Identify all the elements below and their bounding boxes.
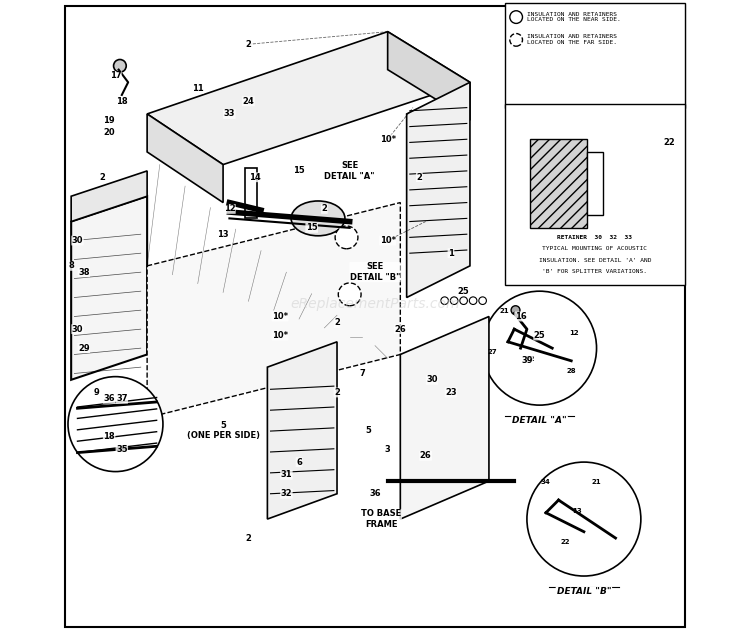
Text: 2: 2 xyxy=(334,318,340,327)
Text: 2: 2 xyxy=(245,40,251,49)
Polygon shape xyxy=(147,114,223,203)
Text: 21: 21 xyxy=(592,479,602,486)
Text: 24: 24 xyxy=(242,97,254,106)
Text: 18: 18 xyxy=(104,432,115,441)
Text: 27: 27 xyxy=(488,349,497,356)
Text: 22: 22 xyxy=(560,539,570,546)
Circle shape xyxy=(470,297,477,304)
Text: 8: 8 xyxy=(68,261,74,270)
Text: 12: 12 xyxy=(569,330,579,337)
Polygon shape xyxy=(71,171,147,222)
Text: 2: 2 xyxy=(334,388,340,397)
Text: 2: 2 xyxy=(416,173,422,182)
Text: 14: 14 xyxy=(249,173,260,182)
Ellipse shape xyxy=(291,201,345,236)
Text: 3: 3 xyxy=(385,445,391,454)
Text: INSULATION. SEE DETAIL 'A' AND: INSULATION. SEE DETAIL 'A' AND xyxy=(538,258,651,263)
Text: 29: 29 xyxy=(78,344,90,353)
Circle shape xyxy=(460,297,467,304)
FancyBboxPatch shape xyxy=(505,3,686,108)
Text: 21: 21 xyxy=(500,308,509,315)
Text: 10*: 10* xyxy=(380,236,396,245)
Circle shape xyxy=(527,462,640,576)
Text: 13: 13 xyxy=(217,230,229,239)
Circle shape xyxy=(335,226,358,249)
Text: 26: 26 xyxy=(420,451,431,460)
Circle shape xyxy=(113,60,126,72)
Circle shape xyxy=(68,377,163,472)
Text: 30: 30 xyxy=(426,375,438,384)
Text: DETAIL "B": DETAIL "B" xyxy=(556,587,611,596)
Text: 10*: 10* xyxy=(380,135,396,144)
Text: 25: 25 xyxy=(534,331,545,340)
Text: 37: 37 xyxy=(116,394,128,403)
Text: INSULATION AND RETAINERS
LOCATED ON THE NEAR SIDE.: INSULATION AND RETAINERS LOCATED ON THE … xyxy=(527,11,621,23)
Circle shape xyxy=(450,297,458,304)
Text: SEE
DETAIL "B": SEE DETAIL "B" xyxy=(350,263,400,282)
Polygon shape xyxy=(268,342,337,519)
Text: 10*: 10* xyxy=(272,331,288,340)
Polygon shape xyxy=(147,203,400,418)
Text: 11: 11 xyxy=(192,84,204,93)
Polygon shape xyxy=(71,196,147,380)
Bar xyxy=(245,168,256,218)
Polygon shape xyxy=(406,82,470,298)
Text: 30: 30 xyxy=(72,325,83,334)
Text: SEE
DETAIL "A": SEE DETAIL "A" xyxy=(325,161,375,180)
Text: 5: 5 xyxy=(366,426,371,435)
Polygon shape xyxy=(388,32,470,120)
Bar xyxy=(530,139,587,228)
Text: 1: 1 xyxy=(448,249,454,258)
Circle shape xyxy=(482,291,596,405)
Text: 12: 12 xyxy=(224,204,236,213)
Text: 'B' FOR SPLITTER VARIATIONS.: 'B' FOR SPLITTER VARIATIONS. xyxy=(542,269,647,274)
Text: 15: 15 xyxy=(293,166,305,175)
Text: 39: 39 xyxy=(521,356,532,365)
Text: 26: 26 xyxy=(394,325,406,334)
Text: 10*: 10* xyxy=(272,312,288,321)
Text: RETAINER  30  32  33: RETAINER 30 32 33 xyxy=(557,235,632,240)
Circle shape xyxy=(441,297,448,304)
Text: 15: 15 xyxy=(306,223,317,232)
Text: 18: 18 xyxy=(116,97,128,106)
Circle shape xyxy=(478,297,487,304)
Text: 20: 20 xyxy=(104,128,115,137)
Text: 30: 30 xyxy=(72,236,83,245)
Circle shape xyxy=(338,283,361,306)
Text: TYPICAL MOUNTING OF ACOUSTIC: TYPICAL MOUNTING OF ACOUSTIC xyxy=(542,246,647,251)
Text: 23: 23 xyxy=(446,388,457,397)
FancyBboxPatch shape xyxy=(505,104,686,285)
Text: 31: 31 xyxy=(280,470,292,479)
Circle shape xyxy=(511,306,520,315)
Text: 35: 35 xyxy=(116,445,128,454)
Text: 2: 2 xyxy=(322,204,327,213)
Text: INSULATION AND RETAINERS
LOCATED ON THE FAR SIDE.: INSULATION AND RETAINERS LOCATED ON THE … xyxy=(527,34,617,46)
Text: 38: 38 xyxy=(78,268,89,277)
Text: 2: 2 xyxy=(100,173,106,182)
Text: 22: 22 xyxy=(663,138,675,147)
Text: 36: 36 xyxy=(104,394,115,403)
Text: 19: 19 xyxy=(104,116,115,125)
Text: 28: 28 xyxy=(566,368,576,375)
Text: TO BASE
FRAME: TO BASE FRAME xyxy=(362,510,401,529)
Text: 36: 36 xyxy=(369,489,381,498)
Text: 9: 9 xyxy=(94,388,99,397)
Text: 32: 32 xyxy=(280,489,292,498)
Text: 13: 13 xyxy=(573,508,583,514)
Polygon shape xyxy=(147,32,470,165)
Text: 17: 17 xyxy=(110,72,122,80)
Polygon shape xyxy=(400,316,489,519)
Text: 34: 34 xyxy=(541,479,550,486)
Text: 16: 16 xyxy=(514,312,526,321)
Text: DETAIL "A": DETAIL "A" xyxy=(512,417,567,425)
Text: 2: 2 xyxy=(245,534,251,542)
Text: 5
(ONE PER SIDE): 5 (ONE PER SIDE) xyxy=(187,421,260,440)
Text: 7: 7 xyxy=(359,369,365,378)
Bar xyxy=(587,152,603,215)
Text: 22: 22 xyxy=(525,356,535,362)
Text: 25: 25 xyxy=(458,287,470,296)
Text: 6: 6 xyxy=(296,458,302,467)
Text: eReplacementParts.com: eReplacementParts.com xyxy=(290,297,460,311)
Text: 33: 33 xyxy=(224,110,236,118)
